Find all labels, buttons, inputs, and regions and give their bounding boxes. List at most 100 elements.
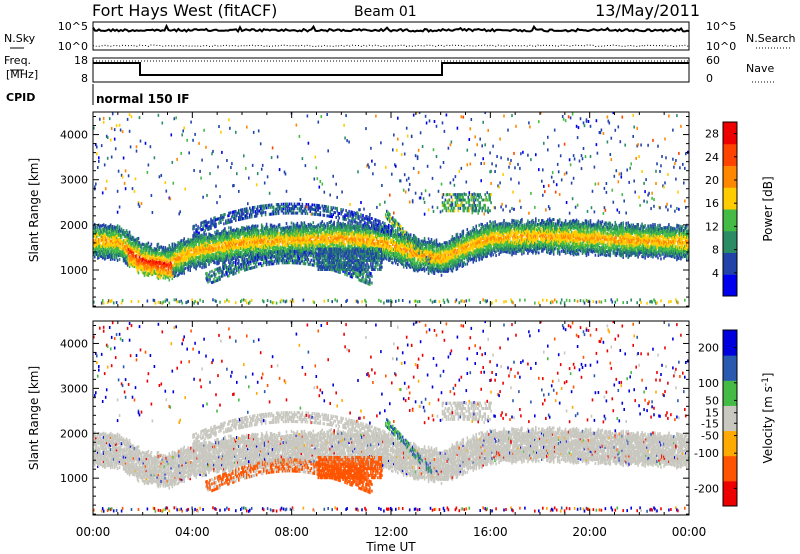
power-cell <box>211 238 213 242</box>
power-cell <box>98 245 100 249</box>
power-cell <box>102 223 105 227</box>
power-cell <box>206 249 208 252</box>
power-cell <box>152 265 155 269</box>
power-cell <box>248 176 250 180</box>
power-cell <box>99 231 101 235</box>
power-cell <box>181 249 183 253</box>
power-cell <box>287 235 290 239</box>
power-cell <box>325 242 327 246</box>
power-cell <box>270 229 273 233</box>
power-cell <box>152 271 155 275</box>
power-cell <box>313 227 316 231</box>
power-cell <box>363 226 365 230</box>
power-cell <box>318 249 321 253</box>
power-cell <box>255 242 258 246</box>
power-cell <box>336 238 338 242</box>
power-cell <box>285 228 288 232</box>
power-cell <box>306 260 309 264</box>
power-cell <box>305 249 308 253</box>
power-cell <box>314 236 317 240</box>
power-cell <box>332 228 334 232</box>
power-cell <box>285 252 288 256</box>
power-cell <box>232 261 234 265</box>
power-cell <box>164 258 167 262</box>
power-cell <box>325 263 327 267</box>
power-cell <box>335 182 337 186</box>
power-cell <box>198 261 200 265</box>
power-cell <box>301 234 304 238</box>
power-cell <box>259 142 262 146</box>
power-cell <box>187 246 189 250</box>
power-cell <box>359 241 361 244</box>
power-cell <box>164 274 167 278</box>
power-cell <box>127 260 130 264</box>
power-cell <box>188 260 190 264</box>
power-cell <box>213 273 215 277</box>
power-cell <box>333 231 335 234</box>
power-cell <box>307 229 310 233</box>
power-cell <box>341 265 343 269</box>
power-cell <box>282 207 285 211</box>
power-cell <box>282 205 285 208</box>
cpid-label: CPID <box>6 91 35 104</box>
power-cell <box>312 243 315 247</box>
power-cell <box>242 260 244 264</box>
power-cell <box>201 262 203 266</box>
power-cell <box>288 235 291 239</box>
power-cell <box>215 184 217 188</box>
power-cell <box>219 252 221 256</box>
power-cell <box>352 261 354 265</box>
power-cell <box>110 227 113 231</box>
power-cell <box>355 265 357 269</box>
power-cell <box>158 256 161 260</box>
power-cell <box>272 243 275 246</box>
power-cell <box>106 247 109 251</box>
power-cell <box>144 260 147 264</box>
power-cell <box>102 233 105 237</box>
power-cell <box>324 268 326 271</box>
power-cell <box>100 224 102 228</box>
power-cell <box>199 254 201 258</box>
power-cell <box>336 263 338 267</box>
power-cell <box>324 224 326 228</box>
power-cell <box>303 250 306 254</box>
power-cell <box>234 214 236 218</box>
power-cell <box>277 223 280 227</box>
power-cell <box>221 250 223 254</box>
power-cell <box>166 271 169 275</box>
power-cell <box>217 269 219 273</box>
power-cell <box>289 245 292 249</box>
power-cell <box>212 280 214 284</box>
power-cell <box>119 254 122 258</box>
power-cell <box>310 241 313 245</box>
power-cell <box>270 212 273 216</box>
power-cell <box>153 247 156 251</box>
power-cell <box>359 245 361 249</box>
power-cell <box>192 259 194 263</box>
power-cell <box>286 256 289 260</box>
power-cell <box>216 241 218 245</box>
power-cell <box>102 241 105 245</box>
power-cell <box>194 257 196 261</box>
power-cell <box>124 241 127 245</box>
power-cell <box>192 249 194 253</box>
power-cell <box>154 261 157 265</box>
power-cell <box>331 208 333 212</box>
power-cell <box>254 263 257 267</box>
power-cell <box>335 241 337 244</box>
power-cell <box>216 262 218 266</box>
power-cell <box>297 231 300 235</box>
power-cell <box>208 260 210 264</box>
power-cell <box>280 259 283 263</box>
power-cell <box>221 252 223 256</box>
power-cell <box>294 236 297 240</box>
power-cell <box>214 223 216 226</box>
power-cell <box>99 239 101 243</box>
power-cell <box>293 248 296 252</box>
power-cell <box>157 260 160 264</box>
power-cell <box>345 232 347 236</box>
power-cell <box>192 227 194 231</box>
power-cell <box>213 238 215 242</box>
power-cell <box>211 252 213 256</box>
power-cell <box>357 212 359 216</box>
